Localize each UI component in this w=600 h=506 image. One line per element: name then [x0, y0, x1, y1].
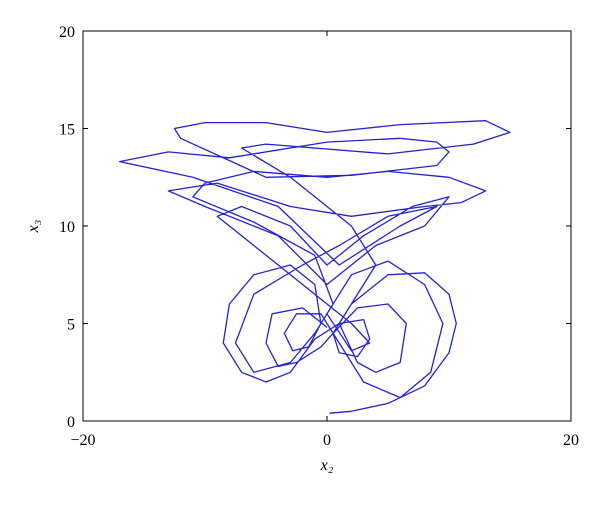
x-axis-label: x₂ [320, 457, 334, 474]
plot-frame [82, 30, 572, 422]
y-tick-label: 10 [59, 219, 75, 236]
x-tick-label: 0 [323, 432, 331, 449]
y-tick-label: 0 [67, 414, 75, 431]
y-tick-label: 20 [59, 24, 75, 41]
y-axis-label: x₃ [25, 220, 42, 234]
x-tick-label: −20 [70, 432, 95, 449]
trajectory-line [118, 120, 511, 414]
y-tick-label: 15 [59, 122, 75, 139]
y-tick-label: 5 [67, 317, 75, 334]
x-tick-label: 20 [563, 432, 579, 449]
